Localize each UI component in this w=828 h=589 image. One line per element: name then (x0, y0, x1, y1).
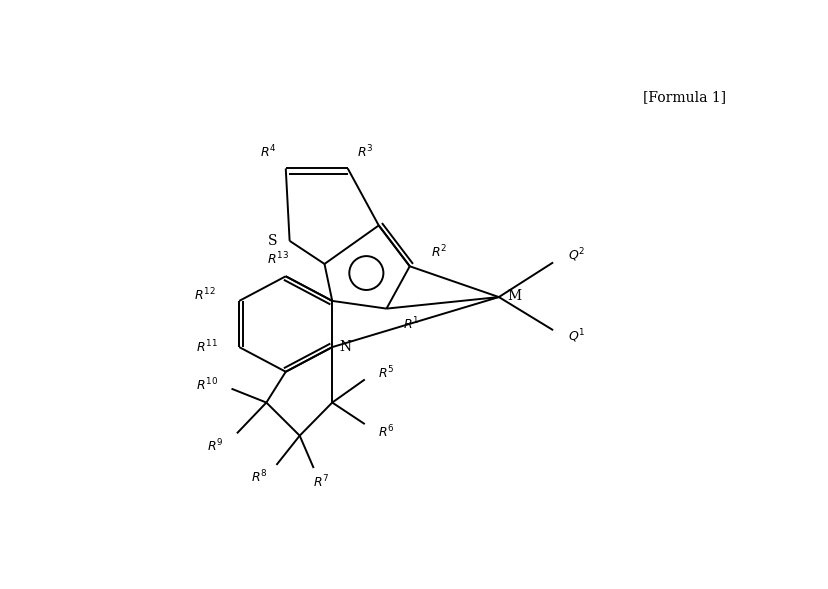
Text: $R^4$: $R^4$ (260, 143, 277, 160)
Text: N: N (339, 340, 351, 354)
Text: $Q^2$: $Q^2$ (567, 246, 585, 263)
Text: M: M (507, 289, 521, 303)
Text: $R^8$: $R^8$ (251, 469, 267, 485)
Text: $R^7$: $R^7$ (313, 474, 330, 490)
Text: $R^{10}$: $R^{10}$ (195, 376, 218, 393)
Text: $R^6$: $R^6$ (378, 423, 394, 440)
Text: S: S (267, 234, 277, 248)
Text: $R^2$: $R^2$ (431, 244, 447, 261)
Text: $R^{11}$: $R^{11}$ (195, 339, 218, 355)
Text: $Q^1$: $Q^1$ (567, 327, 585, 345)
Text: $R^{12}$: $R^{12}$ (193, 286, 215, 303)
Text: $R^1$: $R^1$ (402, 316, 419, 332)
Text: $R^{13}$: $R^{13}$ (267, 251, 289, 267)
Text: $R^3$: $R^3$ (356, 143, 373, 160)
Text: $R^9$: $R^9$ (207, 438, 224, 454)
Text: $R^5$: $R^5$ (378, 365, 394, 382)
Text: [Formula 1]: [Formula 1] (643, 90, 725, 104)
